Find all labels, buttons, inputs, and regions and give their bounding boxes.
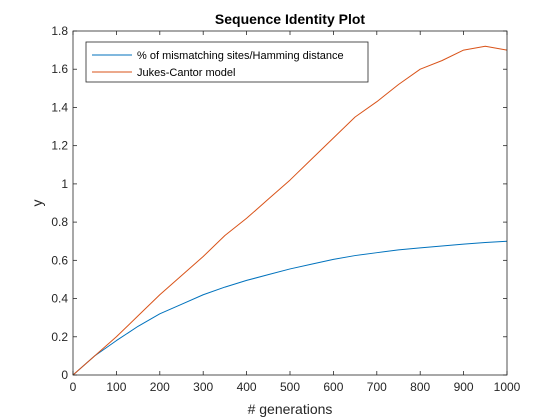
y-axis-label: y	[29, 200, 45, 207]
y-tick-label: 0.4	[51, 292, 68, 306]
y-tick-label: 0.6	[51, 253, 68, 267]
x-tick-label: 1000	[494, 380, 521, 394]
y-tick-label: 1.2	[51, 139, 68, 153]
legend: % of mismatching sites/Hamming distance …	[85, 41, 369, 83]
x-ticks: 0 100 200 300 400 500 600 700 800 900 1000	[70, 31, 521, 394]
y-tick-label: 1.8	[51, 24, 68, 38]
x-tick-label: 200	[150, 380, 170, 394]
x-tick-label: 700	[367, 380, 387, 394]
x-tick-label: 900	[454, 380, 474, 394]
x-axis-label: # generations	[248, 401, 333, 417]
x-tick-label: 0	[70, 380, 77, 394]
legend-entry-hamming: % of mismatching sites/Hamming distance	[137, 50, 344, 62]
legend-entry-jukes-cantor: Jukes-Cantor model	[137, 67, 235, 79]
x-tick-label: 600	[323, 380, 343, 394]
y-tick-label: 1	[61, 177, 68, 191]
y-tick-label: 1.6	[51, 62, 68, 76]
y-tick-label: 1.4	[51, 100, 68, 114]
y-tick-label: 0.8	[51, 215, 68, 229]
series-line-jukes-cantor	[72, 45, 508, 376]
legend-box	[85, 41, 369, 83]
x-tick-label: 100	[106, 380, 126, 394]
x-tick-label: 800	[410, 380, 430, 394]
series-layer	[72, 45, 508, 376]
chart-title: Sequence Identity Plot	[215, 11, 365, 27]
x-tick-label: 400	[237, 380, 257, 394]
series-line-hamming	[72, 240, 508, 376]
y-tick-label: 0	[61, 368, 68, 382]
x-tick-label: 300	[193, 380, 213, 394]
x-tick-label: 500	[280, 380, 300, 394]
y-ticks: 0 0.2 0.4 0.6 0.8 1 1.2 1.4 1.6 1.8	[51, 24, 507, 382]
plot-area	[73, 31, 507, 375]
y-tick-label: 0.2	[51, 330, 68, 344]
